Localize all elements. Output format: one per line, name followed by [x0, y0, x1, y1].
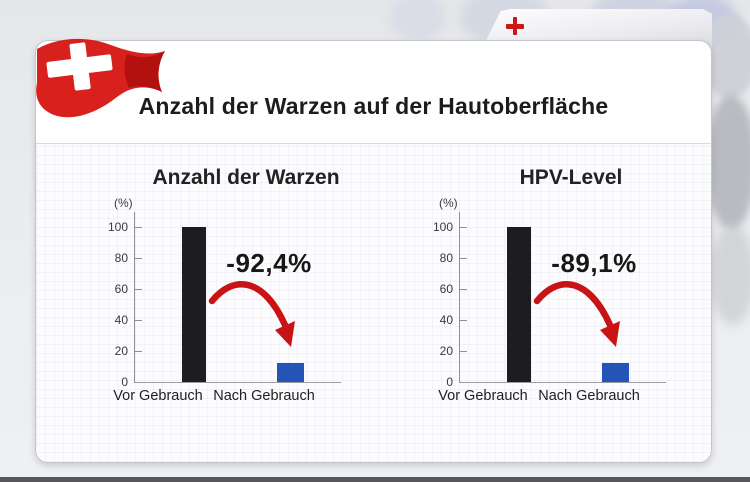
page-title: Anzahl der Warzen auf der Hautoberfläche	[138, 93, 609, 119]
chart-title: HPV-Level	[519, 166, 623, 189]
y-axis-tick-mark	[460, 257, 467, 259]
header-divider	[36, 143, 711, 144]
flag-fold-shadow	[124, 51, 165, 92]
cross-horizontal	[46, 54, 113, 78]
y-axis-tick-mark	[135, 288, 142, 290]
infographic-card: Anzahl der Warzen auf der Hautoberfläche…	[35, 40, 712, 463]
background-right-strip-blur	[706, 95, 750, 230]
y-axis-unit-label: (%)	[114, 196, 133, 210]
swiss-cross	[46, 42, 113, 91]
plus-vertical-bar	[512, 17, 518, 35]
y-axis-tick-mark	[135, 257, 142, 259]
y-axis-tick-mark	[460, 288, 467, 290]
x-label-nach-gebrauch: Nach Gebrauch	[213, 388, 315, 404]
y-axis-tick-mark	[135, 350, 142, 352]
background-glassware-blur	[390, 0, 445, 42]
plot-area: 0 20 40 60 80 100	[108, 212, 341, 389]
y-axis-tick-label: 80	[439, 251, 453, 265]
percent-change-label: -89,1%	[551, 248, 637, 278]
y-axis-tick-mark	[460, 319, 467, 321]
y-axis-tick-label: 0	[121, 375, 128, 389]
chart-title: Anzahl der Warzen	[152, 166, 340, 189]
y-axis-tick-label: 40	[439, 313, 453, 327]
y-axis-tick-label: 80	[114, 251, 128, 265]
y-axis-tick-label: 20	[439, 344, 453, 358]
bar-vor-gebrauch	[507, 227, 531, 382]
y-axis-tick-label: 60	[114, 282, 128, 296]
bar-nach-gebrauch	[602, 363, 629, 382]
y-axis-tick-label: 100	[432, 220, 453, 234]
y-axis-tick-mark	[460, 350, 467, 352]
plot-area: 0 20 40 60 80 100	[433, 212, 666, 389]
chart-anzahl-der-warzen: Anzahl der Warzen (%) 0 20 40 60 80 100 -92,4…	[106, 154, 386, 444]
background-right-strip-blur	[710, 225, 750, 325]
y-axis-tick-label: 20	[114, 344, 128, 358]
y-axis-tick-label: 0	[446, 375, 453, 389]
chart-area: Anzahl der Warzen (%) 0 20 40 60 80 100 -92,4…	[36, 144, 711, 462]
y-axis-unit-label: (%)	[439, 196, 458, 210]
bar-nach-gebrauch	[277, 363, 304, 382]
x-label-vor-gebrauch: Vor Gebrauch	[113, 388, 203, 404]
x-label-nach-gebrauch: Nach Gebrauch	[538, 388, 640, 404]
y-axis-tick-label: 100	[107, 220, 128, 234]
y-axis-tick-mark	[135, 319, 142, 321]
percent-change-label: -92,4%	[226, 248, 312, 278]
y-axis-tick-label: 40	[114, 313, 128, 327]
bottom-dark-strip	[0, 477, 750, 482]
y-axis-tick-mark	[460, 226, 467, 228]
medical-plus-icon	[506, 17, 524, 35]
chart-hpv-level: HPV-Level (%) 0 20 40 60 80 100 -89,1% Vor Ge…	[431, 154, 711, 444]
x-label-vor-gebrauch: Vor Gebrauch	[438, 388, 528, 404]
bar-vor-gebrauch	[182, 227, 206, 382]
y-axis-tick-mark	[135, 226, 142, 228]
y-axis-tick-label: 60	[439, 282, 453, 296]
swiss-flag-icon	[36, 38, 165, 118]
